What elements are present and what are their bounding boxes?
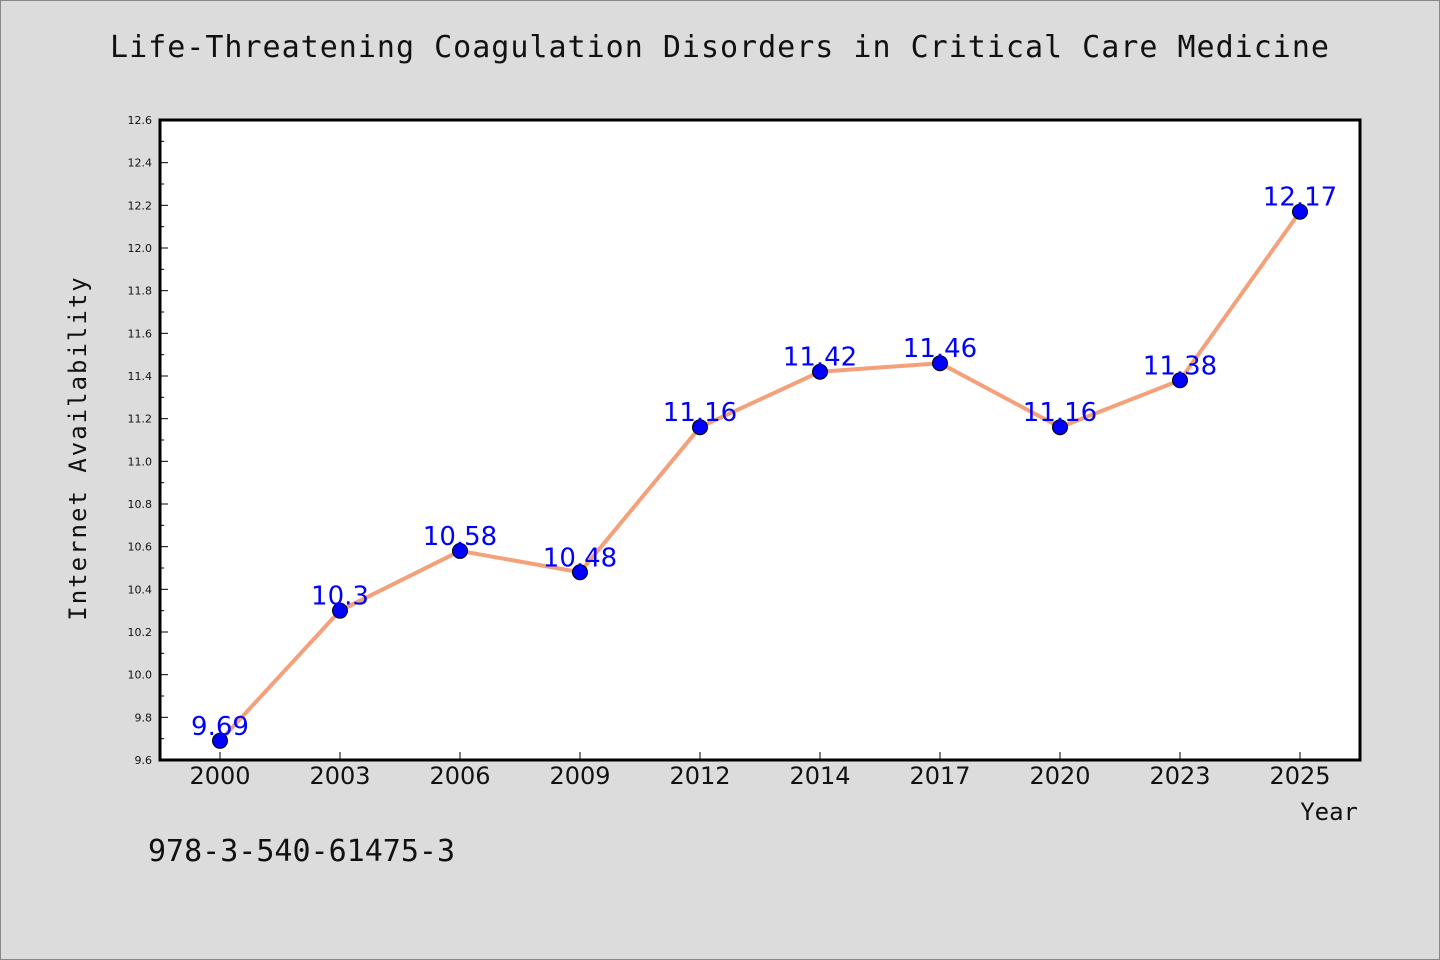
data-label: 11.46 (903, 334, 977, 364)
data-label: 12.17 (1263, 183, 1337, 213)
chart-title: Life-Threatening Coagulation Disorders i… (110, 30, 1330, 65)
data-label: 11.16 (663, 398, 737, 428)
data-point (452, 542, 468, 559)
x-tick-label: 2025 (1269, 762, 1330, 790)
y-tick-label: 10.2 (128, 626, 153, 639)
x-tick-label: 2009 (549, 762, 610, 790)
y-tick-label: 10.8 (128, 498, 153, 511)
x-tick-label: 2014 (789, 762, 850, 790)
data-point (1052, 419, 1068, 436)
data-label: 10.58 (423, 522, 497, 552)
y-tick-label: 9.8 (135, 711, 153, 724)
y-tick-label: 12.4 (128, 157, 153, 170)
y-tick-label: 12.6 (128, 114, 153, 127)
data-label: 10.48 (543, 543, 617, 573)
x-tick-label: 2023 (1149, 762, 1210, 790)
y-tick-label: 10.0 (128, 669, 153, 682)
series-markers (212, 203, 1308, 749)
x-tick-label: 2006 (429, 762, 490, 790)
y-tick-label: 12.0 (128, 242, 153, 255)
data-point (692, 419, 708, 436)
x-axis: 2000 2003 2006 2009 2012 2014 2017 2020 2023 2025 (189, 752, 1331, 790)
data-point (1292, 203, 1308, 220)
data-label: 9.69 (191, 712, 249, 742)
y-tick-label: 11.4 (128, 370, 153, 383)
x-tick-label: 2003 (309, 762, 370, 790)
series-line (218, 210, 1302, 743)
y-tick-label: 11.6 (128, 327, 153, 340)
x-tick-label: 2012 (669, 762, 730, 790)
data-point (1172, 372, 1188, 389)
y-tick-label: 11.2 (128, 413, 153, 426)
x-tick-label: 2020 (1029, 762, 1090, 790)
plot-border (158, 118, 1362, 762)
y-tick-label: 9.6 (135, 754, 153, 767)
x-tick-label: 2017 (909, 762, 970, 790)
data-point (332, 602, 348, 619)
y-tick-label: 10.6 (128, 541, 153, 554)
x-tick-label: 2000 (189, 762, 250, 790)
y-tick-label: 11.0 (128, 455, 153, 468)
y-axis-title: Internet Availability (64, 275, 92, 620)
data-point (932, 355, 948, 372)
y-tick-label: 12.2 (128, 199, 153, 212)
data-point (812, 363, 828, 380)
data-label: 11.16 (1023, 398, 1097, 428)
data-point (572, 564, 588, 581)
x-axis-title: Year (1300, 798, 1358, 826)
y-tick-label: 11.8 (128, 285, 153, 298)
footer-text: 978-3-540-61475-3 (148, 834, 456, 869)
data-label: 11.42 (783, 343, 857, 373)
data-point (212, 732, 228, 749)
data-label: 10.3 (311, 582, 369, 612)
plot-area (160, 120, 1360, 760)
data-label: 11.38 (1143, 351, 1217, 381)
y-tick-label: 10.4 (128, 583, 153, 596)
y-axis: 9.6 9.8 10.0 10.2 10.4 10.6 10.8 11.0 11.2 11.4 11… (128, 114, 168, 767)
data-labels: 9.69 10.3 10.58 10.48 11.16 11.42 11.46 11.16 11… (191, 183, 1337, 742)
